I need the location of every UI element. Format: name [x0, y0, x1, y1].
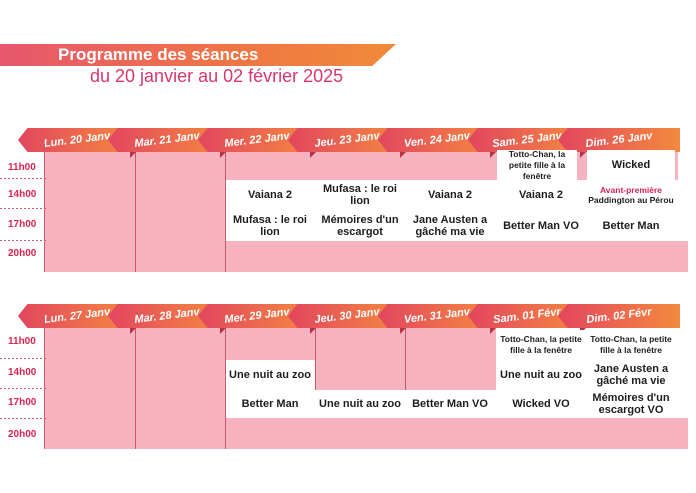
week2-midday-bg — [316, 316, 496, 390]
time-label: 14h00 — [8, 189, 37, 200]
movie-title: Better Man VO — [412, 398, 488, 410]
time-column-divider — [44, 144, 45, 272]
movie-title: Une nuit au zoo — [319, 398, 401, 410]
week2-divider — [135, 316, 136, 449]
movie-title: Jane Austen a gâché ma vie — [593, 363, 669, 387]
time-label: 17h00 — [8, 219, 37, 230]
session-jeu-17: Mémoires d'un escargot — [316, 210, 404, 241]
movie-title: Totto-Chan, la petite fille à la fenêtre — [500, 334, 582, 355]
movie-title: Totto-Chan, la petite fille à la fenêtre — [590, 334, 672, 355]
session-ven-17: Better Man VO — [406, 390, 494, 418]
avant-premiere-badge: Avant-première — [599, 184, 663, 195]
movie-title: Wicked VO — [512, 398, 570, 410]
movie-title: Mufasa : le roi lion — [233, 213, 307, 238]
week2-divider — [405, 316, 406, 390]
session-sam-14: Une nuit au zoo — [497, 360, 585, 390]
time-label: 20h00 — [8, 248, 37, 259]
movie-title: Une nuit au zoo — [500, 369, 582, 381]
session-mer-17: Better Man — [226, 390, 314, 418]
tab-day-w2-7: Dim. 02 Févr — [558, 304, 680, 328]
time-label: 11h00 — [8, 336, 36, 347]
movie-title: Une nuit au zoo — [229, 369, 311, 381]
session-mer-17: Mufasa : le roi lion — [226, 210, 314, 241]
movie-title: Better Man VO — [503, 219, 579, 232]
time-divider — [0, 178, 48, 179]
week1-divider — [225, 144, 226, 272]
time-divider — [0, 240, 48, 241]
session-jeu-17: Une nuit au zoo — [316, 390, 404, 418]
session-sam-14: Vaiana 2 — [497, 180, 585, 210]
session-sam-11: Totto-Chan, la petite fille à la fenêtre — [497, 330, 585, 360]
movie-title: Better Man — [241, 398, 299, 410]
session-sam-17: Better Man VO — [497, 210, 585, 241]
movie-title: Jane Austen a gâché ma vie — [412, 213, 488, 238]
session-sam-17: Wicked VO — [497, 390, 585, 418]
session-mer-14: Une nuit au zoo — [226, 360, 314, 390]
movie-title: Paddington au Pérou — [588, 194, 674, 205]
movie-title: Better Man — [602, 219, 660, 232]
time-divider — [0, 418, 48, 419]
week2-evening-bg — [226, 418, 688, 449]
movie-title: Mémoires d'un escargot — [321, 213, 399, 238]
session-ven-17: Jane Austen a gâché ma vie — [406, 210, 494, 241]
time-divider — [0, 358, 48, 359]
time-label: 17h00 — [8, 397, 37, 408]
time-label: 14h00 — [8, 367, 37, 378]
tab-day-w1-7: Dim. 26 Janv — [558, 128, 680, 152]
session-mer-14: Vaiana 2 — [226, 180, 314, 210]
movie-title: Wicked — [611, 159, 651, 171]
page-subtitle: du 20 janvier au 02 février 2025 — [90, 66, 344, 86]
session-dim-17: Better Man — [587, 210, 675, 241]
week2-divider — [315, 316, 316, 390]
movie-title: Vaiana 2 — [247, 189, 293, 201]
movie-title: Vaiana 2 — [518, 189, 564, 201]
session-dim-11: Wicked — [587, 150, 675, 180]
time-divider — [0, 208, 48, 209]
time-column-divider — [44, 316, 45, 449]
page-title: Programme des séances — [58, 45, 259, 64]
session-ven-14: Vaiana 2 — [406, 180, 494, 210]
week2-divider — [225, 316, 226, 449]
time-divider — [0, 388, 48, 389]
session-dim-14: Jane Austen a gâché ma vie — [587, 360, 675, 390]
title-banner — [0, 44, 396, 66]
time-label: 20h00 — [8, 429, 37, 440]
week1-divider — [135, 144, 136, 272]
movie-title: Mufasa : le roi lion — [323, 183, 397, 207]
time-label: 11h00 — [8, 162, 36, 173]
session-dim-11: Totto-Chan, la petite fille à la fenêtre — [587, 330, 675, 360]
session-dim-14: Avant-première Paddington au Pérou — [587, 180, 675, 210]
session-jeu-14: Mufasa : le roi lion — [316, 180, 404, 210]
movie-title: Vaiana 2 — [427, 189, 473, 201]
session-dim-17: Mémoires d'un escargot VO — [587, 390, 675, 418]
movie-title: Mémoires d'un escargot VO — [592, 392, 670, 416]
week1-evening-bg — [226, 241, 688, 272]
session-sam-11: Totto-Chan, la petite fille à la fenêtre — [497, 148, 577, 181]
movie-title: Totto-Chan, la petite fille à la fenêtre — [508, 148, 566, 181]
